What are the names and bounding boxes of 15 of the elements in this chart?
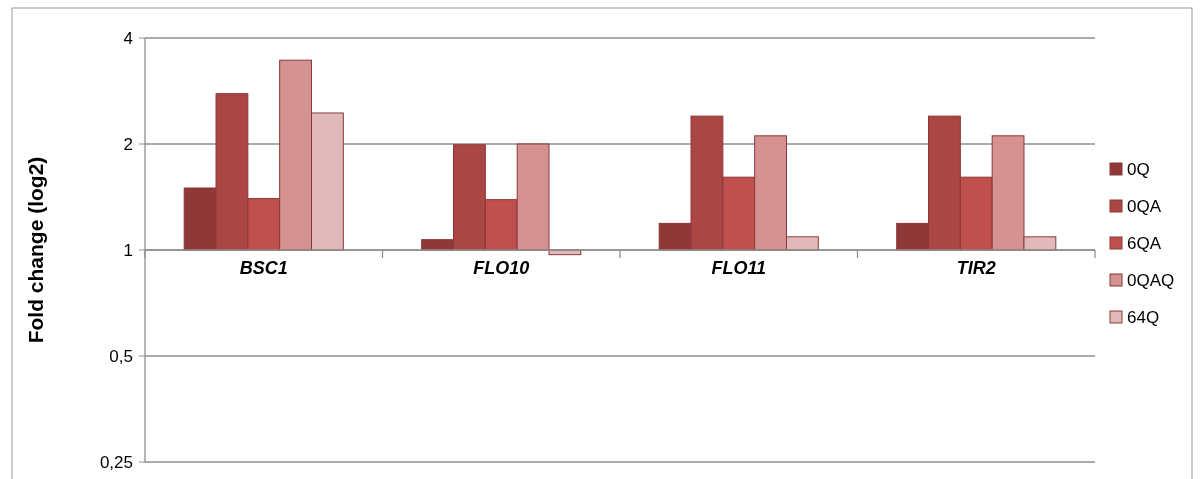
x-tick-label: BSC1 <box>239 258 288 278</box>
y-tick-label: 2 <box>123 134 133 154</box>
y-axis-title: Fold change (log2) <box>24 156 47 344</box>
x-tick-label: FLO11 <box>711 258 767 278</box>
y-tick-label: 1 <box>123 240 133 260</box>
x-tick-label: TIR2 <box>956 258 996 278</box>
y-tick-label: 4 <box>123 28 133 48</box>
legend-label: 64Q <box>1127 307 1160 327</box>
x-tick-label: FLO10 <box>473 258 530 278</box>
y-tick-label: 0,25 <box>99 452 133 472</box>
legend-label: 0QAQ <box>1127 270 1175 290</box>
legend-label: 0QA <box>1127 196 1162 216</box>
legend-label: 6QA <box>1127 233 1162 253</box>
legend-label: 0Q <box>1127 159 1150 179</box>
y-tick-label: 0,5 <box>109 346 133 366</box>
